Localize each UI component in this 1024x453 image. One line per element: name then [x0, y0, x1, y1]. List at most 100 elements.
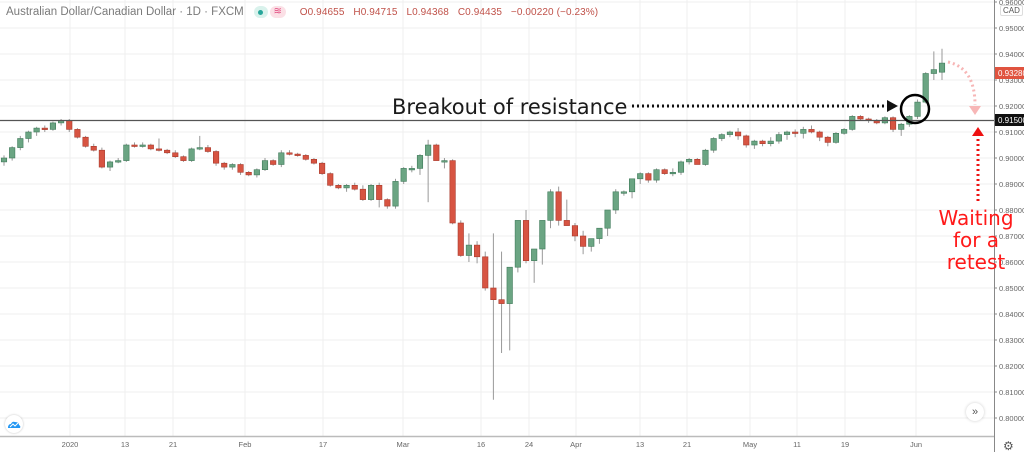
bullish-candle	[547, 191, 554, 221]
bullish-candle	[637, 173, 644, 180]
time-label: Jun	[910, 440, 922, 449]
bullish-candle	[33, 127, 40, 133]
bearish-candle	[286, 152, 293, 155]
time-label: Feb	[239, 440, 252, 449]
bearish-candle	[580, 235, 587, 247]
retest-line-2: for a	[952, 228, 1000, 252]
price-label: 0.93000	[999, 76, 1024, 85]
bearish-candle	[482, 256, 489, 289]
bullish-candle	[841, 129, 848, 134]
bullish-candle	[832, 133, 840, 143]
bearish-candle	[98, 149, 105, 168]
bearish-candle	[245, 172, 252, 176]
time-label: 21	[169, 440, 177, 449]
compare-icon[interactable]: ≋	[269, 6, 286, 18]
bullish-candle	[620, 191, 627, 194]
bearish-candle	[164, 149, 171, 154]
time-axis[interactable]: 2020 13 21 Feb 17 Mar 16 24 Apr 13 21 May 11 19 Jun	[62, 440, 922, 449]
bearish-candle	[90, 146, 97, 151]
price-axis[interactable]: 0.96000 0.95000 0.94000 0.93000 0.92000 0.910…	[994, 0, 1024, 423]
currency-label[interactable]: CAD	[1000, 5, 1023, 16]
market-open-icon[interactable]	[253, 6, 268, 18]
retest-annotation: Waiting for a retest	[930, 207, 1022, 273]
bearish-candle	[82, 136, 89, 147]
bearish-candle	[433, 144, 440, 161]
bullish-candle	[465, 244, 472, 256]
bearish-candle	[41, 127, 48, 130]
bearish-candle	[792, 131, 799, 134]
time-label: 13	[636, 440, 644, 449]
bearish-candle	[131, 144, 138, 147]
symbol-title[interactable]: Australian Dollar/Canadian Dollar · 1D ·…	[6, 6, 244, 18]
time-label: May	[743, 440, 757, 449]
bullish-candle	[898, 123, 905, 130]
bullish-candle	[938, 62, 946, 73]
time-label: 17	[319, 440, 327, 449]
bullish-candle	[115, 160, 122, 163]
bearish-candle	[74, 129, 81, 138]
retest-curve-arrow-head	[969, 106, 981, 115]
bullish-candle	[677, 161, 685, 173]
breakout-arrow-head	[887, 100, 898, 112]
retest-up-arrow-head	[972, 127, 984, 136]
price-label: 0.95000	[999, 24, 1024, 33]
bullish-candle	[400, 168, 407, 182]
bearish-candle	[490, 287, 497, 300]
price-label: 0.84000	[999, 310, 1024, 319]
bullish-candle	[767, 140, 774, 145]
bearish-candle	[213, 151, 220, 164]
bullish-candle	[930, 69, 937, 74]
bullish-candle	[9, 147, 16, 159]
bearish-candle	[327, 173, 334, 186]
bearish-candle	[571, 225, 579, 237]
time-label: 16	[477, 440, 485, 449]
price-label: 0.80000	[999, 414, 1024, 423]
time-label: 11	[793, 440, 801, 449]
bullish-candle	[229, 164, 236, 168]
bullish-candle	[261, 160, 269, 171]
bearish-candle	[66, 120, 73, 130]
price-label: 0.81000	[999, 388, 1024, 397]
bearish-candle	[457, 222, 464, 256]
bearish-candle	[694, 159, 701, 165]
settings-gear-icon[interactable]: ⚙	[1003, 439, 1014, 453]
bullish-candle	[408, 168, 415, 171]
time-label: Mar	[397, 440, 410, 449]
bullish-candle	[588, 238, 595, 247]
time-label: 13	[121, 440, 129, 449]
bullish-candle	[702, 149, 709, 165]
bullish-candle	[596, 227, 603, 239]
bullish-candle	[629, 178, 636, 193]
price-label: 0.91000	[999, 128, 1024, 137]
bearish-candle	[384, 199, 391, 207]
bearish-candle	[555, 191, 562, 221]
bullish-candle	[392, 181, 399, 207]
bullish-candle	[531, 248, 538, 261]
bullish-candle	[686, 159, 693, 163]
price-label: 0.94000	[999, 50, 1024, 59]
resistance-price-tag: 0.91500	[995, 114, 1024, 126]
tradingview-logo-button[interactable]	[5, 415, 23, 433]
bearish-candle	[449, 160, 456, 224]
bullish-candle	[253, 169, 260, 176]
bullish-candle	[25, 131, 32, 139]
bullish-candle	[0, 157, 8, 163]
bearish-candle	[204, 147, 211, 152]
time-label: Apr	[570, 440, 582, 449]
bearish-candle	[474, 244, 481, 258]
bullish-candle	[139, 144, 146, 147]
bearish-candle	[890, 117, 897, 130]
price-label: 0.85000	[999, 284, 1024, 293]
price-label: 0.92000	[999, 102, 1024, 111]
bullish-candle	[669, 172, 676, 175]
high-value: H0.94715	[353, 6, 398, 18]
time-label: 21	[683, 440, 691, 449]
time-label: 19	[841, 440, 849, 449]
scroll-to-realtime-button[interactable]: »	[966, 403, 984, 421]
bullish-candle	[653, 169, 660, 181]
status-badges: ≋	[253, 6, 286, 18]
bearish-candle	[857, 116, 864, 120]
